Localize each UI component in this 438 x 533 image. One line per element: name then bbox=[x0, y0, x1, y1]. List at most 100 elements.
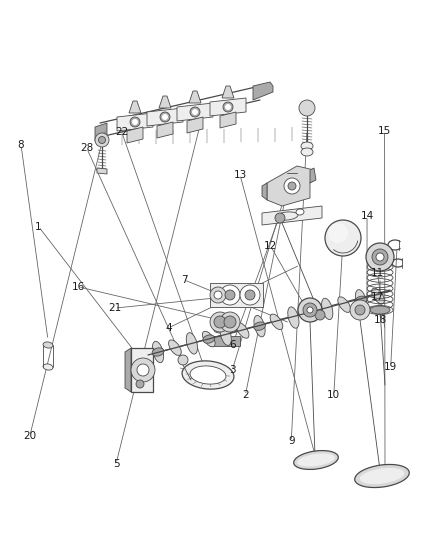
Text: 21: 21 bbox=[108, 303, 121, 313]
Text: 9: 9 bbox=[288, 437, 295, 446]
Ellipse shape bbox=[301, 142, 313, 150]
Circle shape bbox=[325, 220, 361, 256]
Text: 10: 10 bbox=[327, 391, 340, 400]
Ellipse shape bbox=[202, 332, 215, 347]
Circle shape bbox=[328, 223, 348, 243]
Ellipse shape bbox=[301, 148, 313, 156]
Circle shape bbox=[136, 380, 144, 388]
Circle shape bbox=[225, 290, 235, 300]
Ellipse shape bbox=[186, 333, 198, 354]
Circle shape bbox=[355, 305, 365, 315]
Text: 8: 8 bbox=[18, 140, 25, 150]
Text: 16: 16 bbox=[71, 282, 85, 292]
Text: 22: 22 bbox=[115, 127, 128, 137]
Text: 12: 12 bbox=[264, 241, 277, 251]
Ellipse shape bbox=[296, 209, 304, 215]
Circle shape bbox=[192, 109, 198, 115]
Ellipse shape bbox=[182, 361, 234, 389]
Ellipse shape bbox=[43, 364, 53, 370]
Polygon shape bbox=[125, 348, 131, 392]
Polygon shape bbox=[97, 168, 107, 174]
Polygon shape bbox=[220, 112, 236, 128]
Circle shape bbox=[372, 249, 388, 265]
Ellipse shape bbox=[254, 322, 265, 330]
Polygon shape bbox=[127, 127, 143, 143]
Ellipse shape bbox=[370, 306, 390, 314]
Polygon shape bbox=[159, 96, 171, 108]
Circle shape bbox=[223, 102, 233, 112]
Ellipse shape bbox=[220, 324, 231, 345]
Circle shape bbox=[284, 178, 300, 194]
Polygon shape bbox=[177, 103, 213, 121]
Text: 5: 5 bbox=[113, 459, 120, 469]
Text: 2: 2 bbox=[242, 391, 249, 400]
Polygon shape bbox=[310, 168, 316, 183]
Ellipse shape bbox=[152, 348, 164, 356]
Polygon shape bbox=[253, 82, 273, 100]
Circle shape bbox=[298, 298, 322, 322]
Polygon shape bbox=[262, 183, 267, 200]
Ellipse shape bbox=[356, 289, 367, 311]
Circle shape bbox=[220, 285, 240, 305]
Ellipse shape bbox=[294, 450, 338, 470]
Ellipse shape bbox=[190, 366, 226, 384]
Ellipse shape bbox=[224, 327, 236, 333]
Circle shape bbox=[132, 119, 138, 125]
Circle shape bbox=[99, 136, 106, 143]
Polygon shape bbox=[222, 86, 234, 98]
Ellipse shape bbox=[288, 307, 299, 328]
Circle shape bbox=[137, 364, 149, 376]
Circle shape bbox=[190, 107, 200, 117]
Circle shape bbox=[376, 253, 384, 261]
Polygon shape bbox=[157, 122, 173, 138]
Polygon shape bbox=[210, 98, 246, 116]
Ellipse shape bbox=[355, 464, 409, 488]
Text: 18: 18 bbox=[374, 315, 387, 325]
Text: 17: 17 bbox=[371, 293, 384, 302]
Polygon shape bbox=[267, 166, 314, 206]
Text: 4: 4 bbox=[165, 323, 172, 333]
Polygon shape bbox=[187, 117, 203, 133]
Circle shape bbox=[210, 287, 226, 303]
Ellipse shape bbox=[372, 288, 385, 304]
Ellipse shape bbox=[43, 342, 53, 348]
Polygon shape bbox=[129, 101, 141, 113]
Text: 14: 14 bbox=[360, 211, 374, 221]
Ellipse shape bbox=[360, 468, 404, 484]
Circle shape bbox=[315, 310, 325, 320]
Circle shape bbox=[214, 291, 222, 299]
Ellipse shape bbox=[152, 341, 164, 362]
Circle shape bbox=[210, 312, 230, 332]
Text: 11: 11 bbox=[371, 268, 384, 278]
Circle shape bbox=[240, 285, 260, 305]
Circle shape bbox=[303, 303, 317, 317]
Circle shape bbox=[307, 307, 313, 313]
Circle shape bbox=[245, 290, 255, 300]
Ellipse shape bbox=[203, 335, 215, 343]
Circle shape bbox=[220, 312, 240, 332]
Circle shape bbox=[130, 117, 140, 127]
Ellipse shape bbox=[214, 327, 226, 333]
Ellipse shape bbox=[169, 340, 181, 356]
Ellipse shape bbox=[236, 322, 249, 338]
Text: 6: 6 bbox=[229, 341, 236, 350]
Circle shape bbox=[160, 112, 170, 122]
Ellipse shape bbox=[321, 298, 333, 320]
Polygon shape bbox=[262, 206, 322, 225]
Circle shape bbox=[178, 355, 188, 365]
Circle shape bbox=[224, 316, 236, 328]
Ellipse shape bbox=[304, 305, 317, 321]
Polygon shape bbox=[189, 91, 201, 103]
Circle shape bbox=[131, 358, 155, 382]
Text: 3: 3 bbox=[229, 366, 236, 375]
Text: 7: 7 bbox=[180, 275, 187, 285]
Text: 20: 20 bbox=[23, 431, 36, 441]
Polygon shape bbox=[210, 336, 240, 346]
Text: 19: 19 bbox=[384, 362, 397, 372]
Polygon shape bbox=[131, 348, 153, 392]
Circle shape bbox=[95, 133, 109, 147]
Ellipse shape bbox=[338, 297, 350, 312]
Text: 13: 13 bbox=[233, 170, 247, 180]
Polygon shape bbox=[147, 108, 183, 126]
Ellipse shape bbox=[355, 296, 367, 304]
